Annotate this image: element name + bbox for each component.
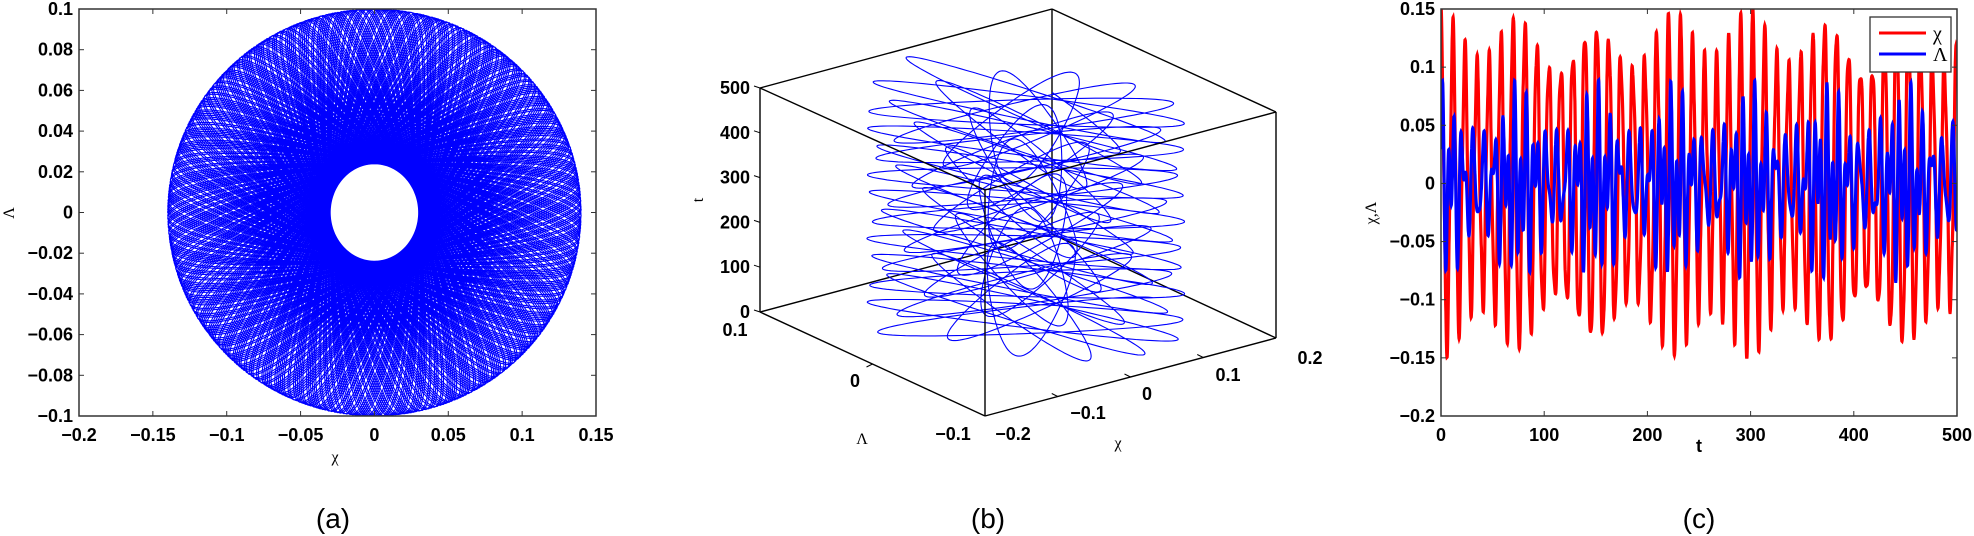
legend-label-chi: χ: [1932, 23, 1942, 45]
axis-ticks: 0 100 200 300 400 500 0.15 0.1 0.05 0 −0.05 −0.1 −0.…: [1389, 0, 1972, 445]
chi-tick-label: 0.2: [1297, 348, 1322, 368]
y-tick-label: 0.05: [1400, 115, 1435, 135]
y-tick-label: 0.1: [1410, 57, 1435, 77]
x-tick-label: 100: [1529, 425, 1559, 445]
x-tick-label: 500: [1942, 425, 1972, 445]
legend-box: [1869, 16, 1952, 73]
y-tick-label: −0.1: [37, 406, 73, 426]
x-tick-label: 200: [1632, 425, 1662, 445]
panel-a: −0.2 −0.15 −0.1 −0.05 0 0.05 0.1 0.15 0.1 0.08 0.0…: [1, 0, 614, 534]
x-tick-label: −0.15: [130, 425, 176, 445]
z-axis-label: t: [690, 197, 707, 202]
lambda-tick-label: 0: [850, 371, 860, 391]
x-tick-label: 0: [1436, 425, 1446, 445]
t-tick-label: 100: [720, 257, 750, 277]
y-axis-label: χ,Λ: [1363, 201, 1380, 225]
y-tick-label: −0.06: [27, 325, 73, 345]
y-tick-label: 0.08: [38, 40, 73, 60]
x-tick-label: 400: [1839, 425, 1869, 445]
y-tick-label: −0.04: [27, 284, 73, 304]
y-tick-label: −0.2: [1399, 406, 1435, 426]
axis-ticks: −0.2 −0.15 −0.1 −0.05 0 0.05 0.1 0.15 0.1 0.08 0.0…: [27, 0, 613, 445]
chi-tick-label: −0.1: [1070, 403, 1106, 423]
panel-label-a: (a): [316, 503, 350, 534]
x-tick-label: 300: [1736, 425, 1766, 445]
y-tick-label: −0.08: [27, 365, 73, 385]
y-axis-label: Λ: [856, 431, 868, 448]
t-tick-label: 200: [720, 212, 750, 232]
x-tick-label: 0.05: [431, 425, 466, 445]
box-edges-back: [759, 8, 1277, 339]
phase-trajectory: [167, 9, 582, 416]
x-axis-label: χ: [1113, 435, 1122, 452]
x-tick-label: −0.1: [209, 425, 245, 445]
x-tick-label: −0.05: [278, 425, 324, 445]
lambda-tick-label: −0.1: [935, 424, 971, 444]
lambda-series-line: [1441, 76, 1957, 283]
legend: χ Λ: [1869, 16, 1952, 73]
y-tick-label: 0: [1425, 173, 1435, 193]
y-tick-label: 0: [63, 203, 73, 223]
y-tick-label: −0.02: [27, 243, 73, 263]
t-tick-label: 300: [720, 168, 750, 188]
y-tick-label: 0.1: [48, 0, 73, 19]
plot-frame: [1440, 8, 1958, 417]
y-axis-label: Λ: [1, 207, 18, 219]
chi-tick-label: −0.2: [995, 424, 1031, 444]
x-axis-label: t: [1696, 436, 1702, 456]
box-edges-front: [759, 87, 1277, 417]
y-tick-label: −0.15: [1389, 348, 1435, 368]
t-tick-label: 500: [720, 78, 750, 98]
panel-label-c: (c): [1683, 503, 1716, 534]
3d-trajectory: [866, 56, 1186, 362]
x-tick-label: −0.2: [61, 425, 97, 445]
y-tick-label: −0.05: [1389, 232, 1435, 252]
panel-label-b: (b): [971, 503, 1005, 534]
t-tick-label: 400: [720, 123, 750, 143]
x-tick-label: 0.15: [578, 425, 613, 445]
y-tick-label: −0.1: [1399, 290, 1435, 310]
x-tick-label: 0: [369, 425, 379, 445]
y-tick-label: 0.15: [1400, 0, 1435, 19]
y-tick-label: 0.06: [38, 80, 73, 100]
lambda-tick-label: 0.1: [722, 320, 747, 340]
y-tick-label: 0.04: [38, 121, 73, 141]
panel-c: 0 100 200 300 400 500 0.15 0.1 0.05 0 −0.05 −0.1 −0.…: [1363, 0, 1972, 534]
legend-label-lambda: Λ: [1933, 44, 1948, 66]
x-tick-label: 0.1: [510, 425, 535, 445]
chi-tick-label: 0: [1142, 384, 1152, 404]
y-tick-label: 0.02: [38, 162, 73, 182]
t-tick-label: 0: [740, 302, 750, 322]
x-axis-label: χ: [330, 449, 339, 466]
chi-tick-label: 0.1: [1215, 365, 1240, 385]
